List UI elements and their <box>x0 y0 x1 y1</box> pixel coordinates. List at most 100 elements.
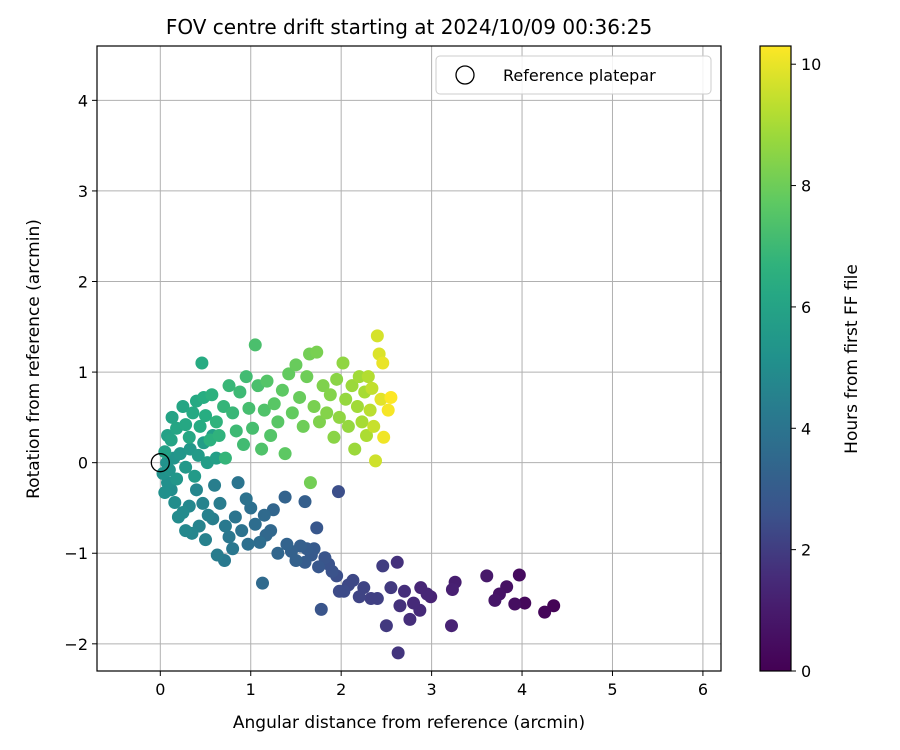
data-point <box>282 367 296 381</box>
data-point <box>280 537 294 551</box>
data-point <box>255 576 269 590</box>
data-point <box>267 397 281 411</box>
data-point <box>218 451 232 465</box>
data-point <box>242 401 256 415</box>
data-point <box>209 415 223 429</box>
colorbar-tick-label: 8 <box>801 177 811 196</box>
data-point <box>480 569 494 583</box>
data-point <box>264 428 278 442</box>
data-point <box>158 445 172 459</box>
data-point <box>278 447 292 461</box>
data-point <box>193 419 207 433</box>
legend-box <box>435 55 712 95</box>
data-point <box>173 447 187 461</box>
data-point <box>332 410 346 424</box>
data-point <box>233 385 247 399</box>
data-point <box>332 584 346 598</box>
x-tick-label: 5 <box>607 680 617 699</box>
data-point <box>179 418 193 432</box>
data-point <box>275 383 289 397</box>
colorbar-tick-label: 6 <box>801 298 811 317</box>
data-point <box>355 415 369 429</box>
data-point <box>239 492 253 506</box>
data-point <box>518 596 532 610</box>
data-point <box>212 428 226 442</box>
y-tick-label: 1 <box>78 363 88 382</box>
data-point <box>201 508 215 522</box>
legend-reference-marker <box>455 65 475 85</box>
data-point <box>445 619 459 633</box>
reference-platepar-marker <box>150 453 170 473</box>
data-point <box>312 415 326 429</box>
data-point <box>314 602 328 616</box>
data-point <box>168 496 182 510</box>
data-point <box>188 469 202 483</box>
data-point <box>369 454 383 468</box>
data-point <box>226 406 240 420</box>
legend-entry-reference-platepar: Reference platepar <box>503 66 656 85</box>
data-point <box>345 379 359 393</box>
data-point <box>350 400 364 414</box>
data-point <box>189 483 203 497</box>
data-point <box>407 596 421 610</box>
data-point <box>397 584 411 598</box>
data-point <box>205 388 219 402</box>
data-point <box>213 496 227 510</box>
data-point <box>170 472 184 486</box>
data-point <box>278 490 292 504</box>
data-point <box>195 356 209 370</box>
data-point <box>235 524 249 538</box>
y-tick-label: −2 <box>64 635 88 654</box>
data-point <box>508 597 522 611</box>
data-point <box>341 419 355 433</box>
data-point <box>445 582 459 596</box>
data-point <box>241 537 255 551</box>
data-point <box>310 521 324 535</box>
data-point <box>339 392 353 406</box>
data-point <box>538 605 552 619</box>
data-point <box>307 400 321 414</box>
x-tick-label: 3 <box>427 680 437 699</box>
legend: Reference platepar <box>435 55 712 95</box>
data-point <box>316 379 330 393</box>
data-point <box>289 358 303 372</box>
data-point <box>296 419 310 433</box>
data-point <box>162 463 176 477</box>
reference-marker-layer <box>150 453 170 473</box>
colorbar: 0 2 4 6 8 10 Hours from first FF file <box>759 45 862 681</box>
data-point <box>348 442 362 456</box>
y-tick-label: 2 <box>78 273 88 292</box>
data-point <box>414 581 428 595</box>
data-point <box>488 593 502 607</box>
data-point <box>257 508 271 522</box>
data-point <box>255 442 269 456</box>
data-point <box>271 415 285 429</box>
colorbar-tick-label: 4 <box>801 419 811 438</box>
plot-background <box>97 46 721 671</box>
data-point <box>209 451 223 465</box>
axis-ticks: 0 1 2 3 4 5 6 −2 −1 0 1 2 3 4 <box>64 91 708 699</box>
data-point <box>208 478 222 492</box>
data-point <box>352 590 366 604</box>
data-point <box>320 406 334 420</box>
colorbar-ticks: 0 2 4 6 8 10 <box>791 55 821 681</box>
data-point <box>231 476 245 490</box>
data-point <box>379 619 393 633</box>
data-point <box>547 599 561 613</box>
data-point <box>298 495 312 509</box>
data-point <box>384 390 398 404</box>
data-point <box>377 430 391 444</box>
data-point <box>210 548 224 562</box>
plot-frame <box>96 45 722 672</box>
x-tick-label: 4 <box>517 680 527 699</box>
data-point <box>393 599 407 613</box>
data-point <box>352 370 366 384</box>
colorbar-gradient <box>759 45 792 672</box>
colorbar-tick-label: 0 <box>801 662 811 681</box>
data-point <box>318 551 332 565</box>
data-point <box>293 390 307 404</box>
data-point <box>285 406 299 420</box>
y-tick-label: 3 <box>78 182 88 201</box>
plot-area: 0 1 2 3 4 5 6 −2 −1 0 1 2 3 4 <box>64 45 722 699</box>
